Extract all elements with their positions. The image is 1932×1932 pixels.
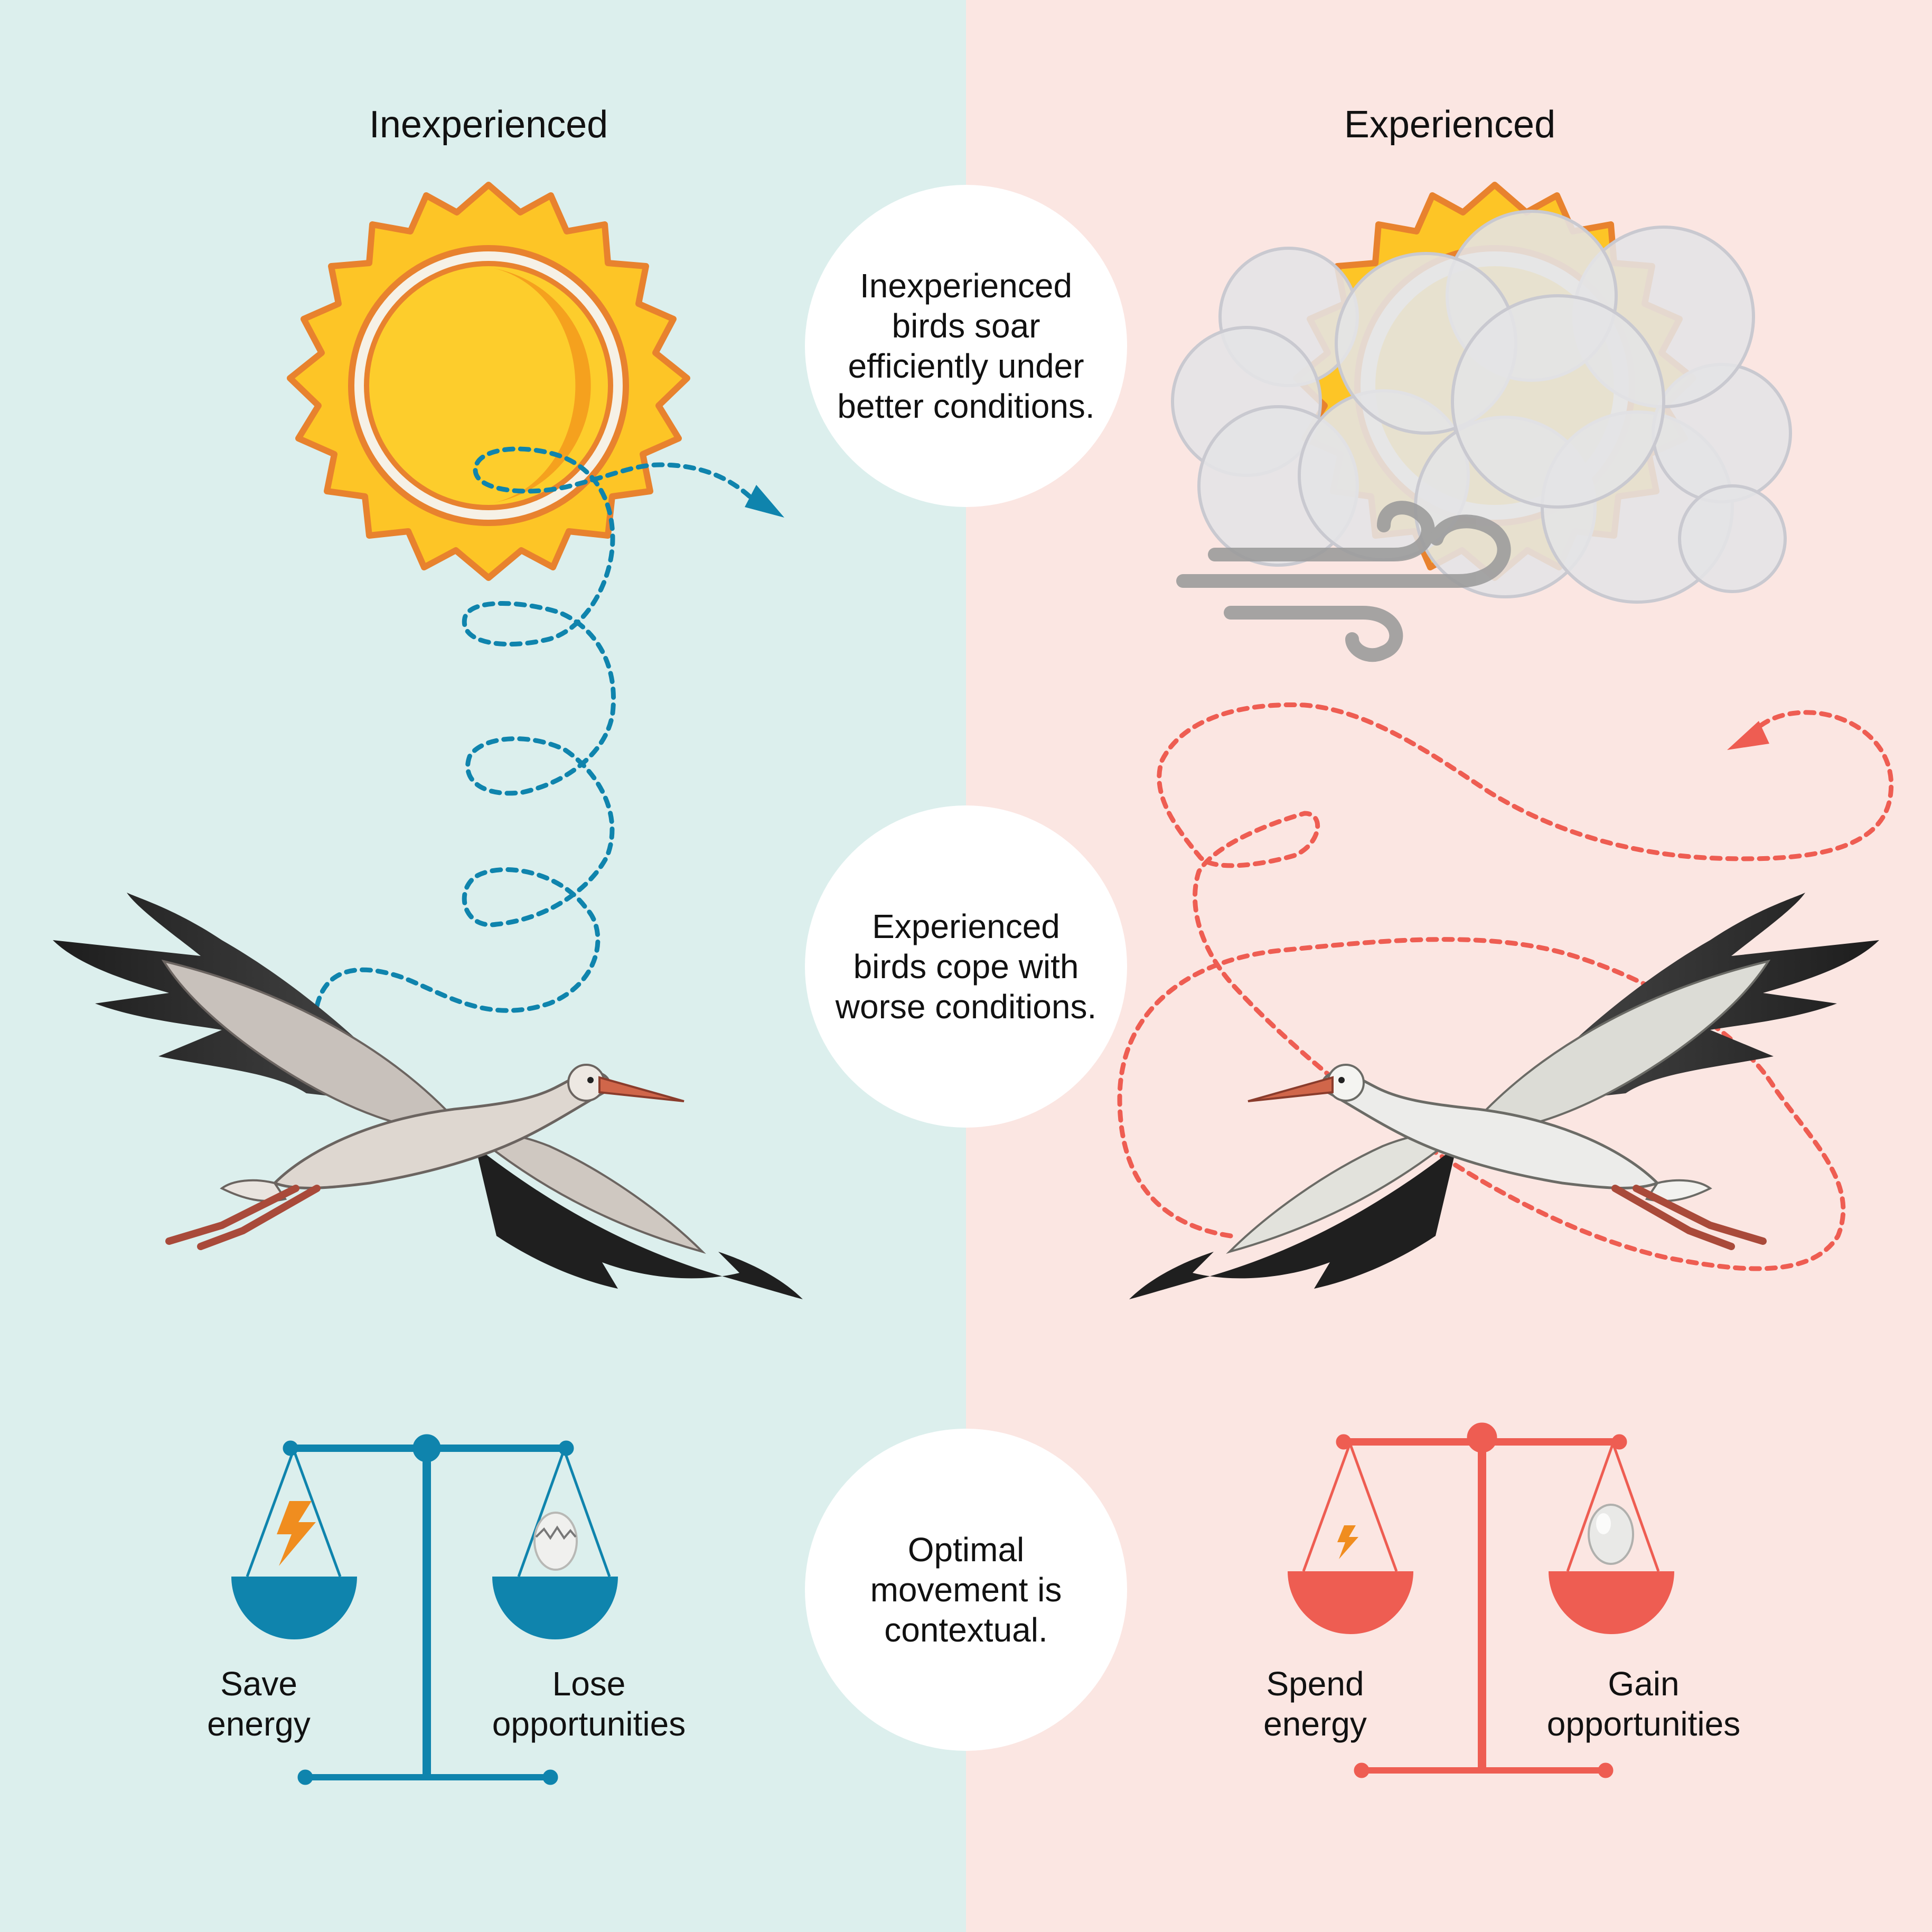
broken-egg-icon bbox=[533, 1512, 578, 1571]
inexperienced-balance-scale bbox=[231, 1434, 618, 1785]
experienced-balance-scale bbox=[1288, 1422, 1674, 1778]
stork-icon bbox=[53, 893, 803, 1299]
left-pan bbox=[1288, 1571, 1413, 1634]
lightning-icon bbox=[1337, 1525, 1358, 1559]
right-pan bbox=[1549, 1571, 1674, 1634]
arrowhead-icon bbox=[1727, 721, 1769, 750]
lightning-icon bbox=[277, 1501, 316, 1566]
arrowhead-icon bbox=[745, 485, 784, 518]
scale-label-gain-opportunities: Gain opportunities bbox=[1546, 1665, 1741, 1743]
cloudy-windy-sun-icon bbox=[1171, 182, 1792, 662]
callout-circle-middle: Experienced birds cope with worse condit… bbox=[805, 805, 1127, 1128]
inexperienced-flight-path bbox=[314, 446, 758, 1013]
left-pan bbox=[231, 1577, 357, 1639]
right-pan bbox=[492, 1577, 618, 1639]
callout-text-middle: Experienced birds cope with worse condit… bbox=[835, 907, 1097, 1026]
experienced-flight-path bbox=[1117, 702, 1894, 1271]
scale-label-lose-opportunities: Lose opportunities bbox=[492, 1665, 686, 1743]
experienced-heading: Experienced bbox=[1344, 104, 1556, 146]
inexperienced-heading: Inexperienced bbox=[369, 104, 608, 146]
callout-circle-top: Inexperienced birds soar efficiently und… bbox=[805, 185, 1127, 507]
scale-label-save-energy: Save energy bbox=[207, 1665, 311, 1743]
callout-text-top: Inexperienced birds soar efficiently und… bbox=[837, 267, 1095, 425]
scale-label-spend-energy: Spend energy bbox=[1263, 1665, 1367, 1743]
stork-icon bbox=[1129, 893, 1879, 1299]
callout-text-bottom: Optimal movement is contextual. bbox=[870, 1531, 1062, 1649]
sun-icon bbox=[287, 182, 690, 581]
egg-icon bbox=[1588, 1504, 1634, 1565]
callout-circle-bottom: Optimal movement is contextual. bbox=[805, 1429, 1127, 1751]
